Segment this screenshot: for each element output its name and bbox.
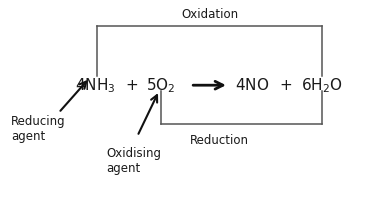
Text: Oxidising
agent: Oxidising agent — [106, 147, 161, 175]
Text: $\mathregular{5O_2}$: $\mathregular{5O_2}$ — [146, 76, 176, 95]
Text: +: + — [126, 78, 138, 93]
Text: Reduction: Reduction — [190, 134, 249, 147]
Text: $\mathregular{4NH_3}$: $\mathregular{4NH_3}$ — [75, 76, 115, 95]
Text: $\mathregular{4NO}$: $\mathregular{4NO}$ — [235, 77, 270, 93]
Text: Oxidation: Oxidation — [181, 8, 238, 22]
Text: Reducing
agent: Reducing agent — [11, 115, 66, 143]
Text: +: + — [279, 78, 292, 93]
Text: $\mathregular{6H_2O}$: $\mathregular{6H_2O}$ — [301, 76, 343, 95]
